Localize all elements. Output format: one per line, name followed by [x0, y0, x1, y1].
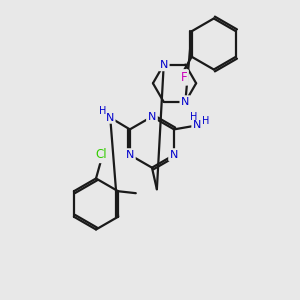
Text: N: N	[148, 112, 156, 122]
Text: N: N	[126, 150, 134, 160]
Text: N: N	[160, 60, 168, 70]
Text: N: N	[106, 112, 114, 123]
Text: N: N	[181, 97, 190, 107]
Text: N: N	[192, 121, 201, 130]
Text: F: F	[181, 71, 187, 84]
Text: H: H	[99, 106, 106, 116]
Text: H: H	[202, 116, 209, 126]
Text: N: N	[170, 150, 178, 160]
Text: H: H	[190, 112, 197, 122]
Text: Cl: Cl	[95, 148, 107, 161]
